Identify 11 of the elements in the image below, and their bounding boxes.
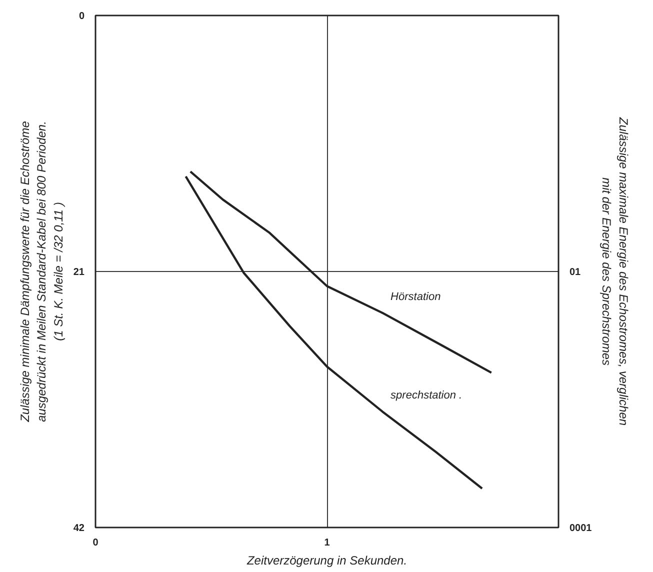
x-tick-label: 1 (324, 538, 330, 548)
y-tick-label: 21 (73, 267, 85, 278)
y2-axis-title: Zulässige maximale Energie des Echostromes, verglichen mit der Energie des Sprechstromes (600, 116, 631, 426)
x-axis-title: Zeitverzögerung in Sekunden. (246, 554, 408, 568)
text: 0001 (570, 523, 592, 534)
series-label: Hörstation (390, 290, 441, 303)
text: 01 (570, 267, 582, 278)
y-axis-title: Zulässige minimale Dämpfungswerte für die Echoströme ausgedrückt in Meilen Standard-Kabel bei 800 Perioden. (1 St. K. Meile = /32 0,11 ) (18, 120, 66, 423)
y-tick-label: 0 (78, 11, 85, 22)
series-label: sprechstation . (390, 390, 462, 402)
y-tick-label: 42 (73, 523, 85, 534)
